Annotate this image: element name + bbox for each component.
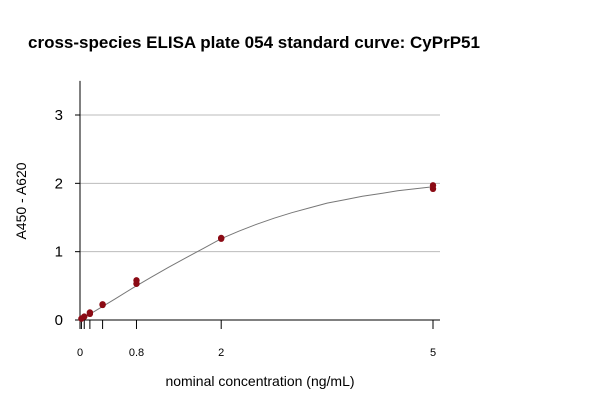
- fit-curve-layer: [79, 186, 434, 321]
- data-point-12: [429, 182, 437, 189]
- data-point-6: [99, 301, 106, 308]
- data-point-10: [218, 234, 225, 242]
- x-axis-label: nominal concentration (ng/mL): [165, 373, 354, 389]
- y-tick-label-2: 2: [55, 175, 63, 192]
- x-tick-label-2: 2: [218, 347, 224, 359]
- chart-title: cross-species ELISA plate 054 standard c…: [28, 33, 480, 52]
- y-axis-label: A450 - A620: [13, 162, 29, 239]
- x-tick-label-5: 5: [430, 347, 436, 359]
- data-point-2: [81, 313, 88, 320]
- axes: [79, 80, 440, 321]
- y-tick-label-0: 0: [55, 312, 63, 329]
- x-tick-label-0_8: 0.8: [129, 347, 144, 359]
- data-points: [78, 182, 437, 322]
- y-tick-label-3: 3: [55, 107, 63, 124]
- data-point-4: [86, 309, 94, 316]
- fit-curve: [79, 186, 434, 321]
- x-tick-label-0: 0: [77, 347, 83, 359]
- x-axis-ticks: 0 0.8 2 5: [77, 320, 436, 359]
- y-axis-ticks: 0 1 2 3: [55, 107, 80, 329]
- grid-lines: [80, 114, 440, 253]
- y-tick-label-1: 1: [55, 244, 63, 261]
- data-point-8: [133, 277, 140, 284]
